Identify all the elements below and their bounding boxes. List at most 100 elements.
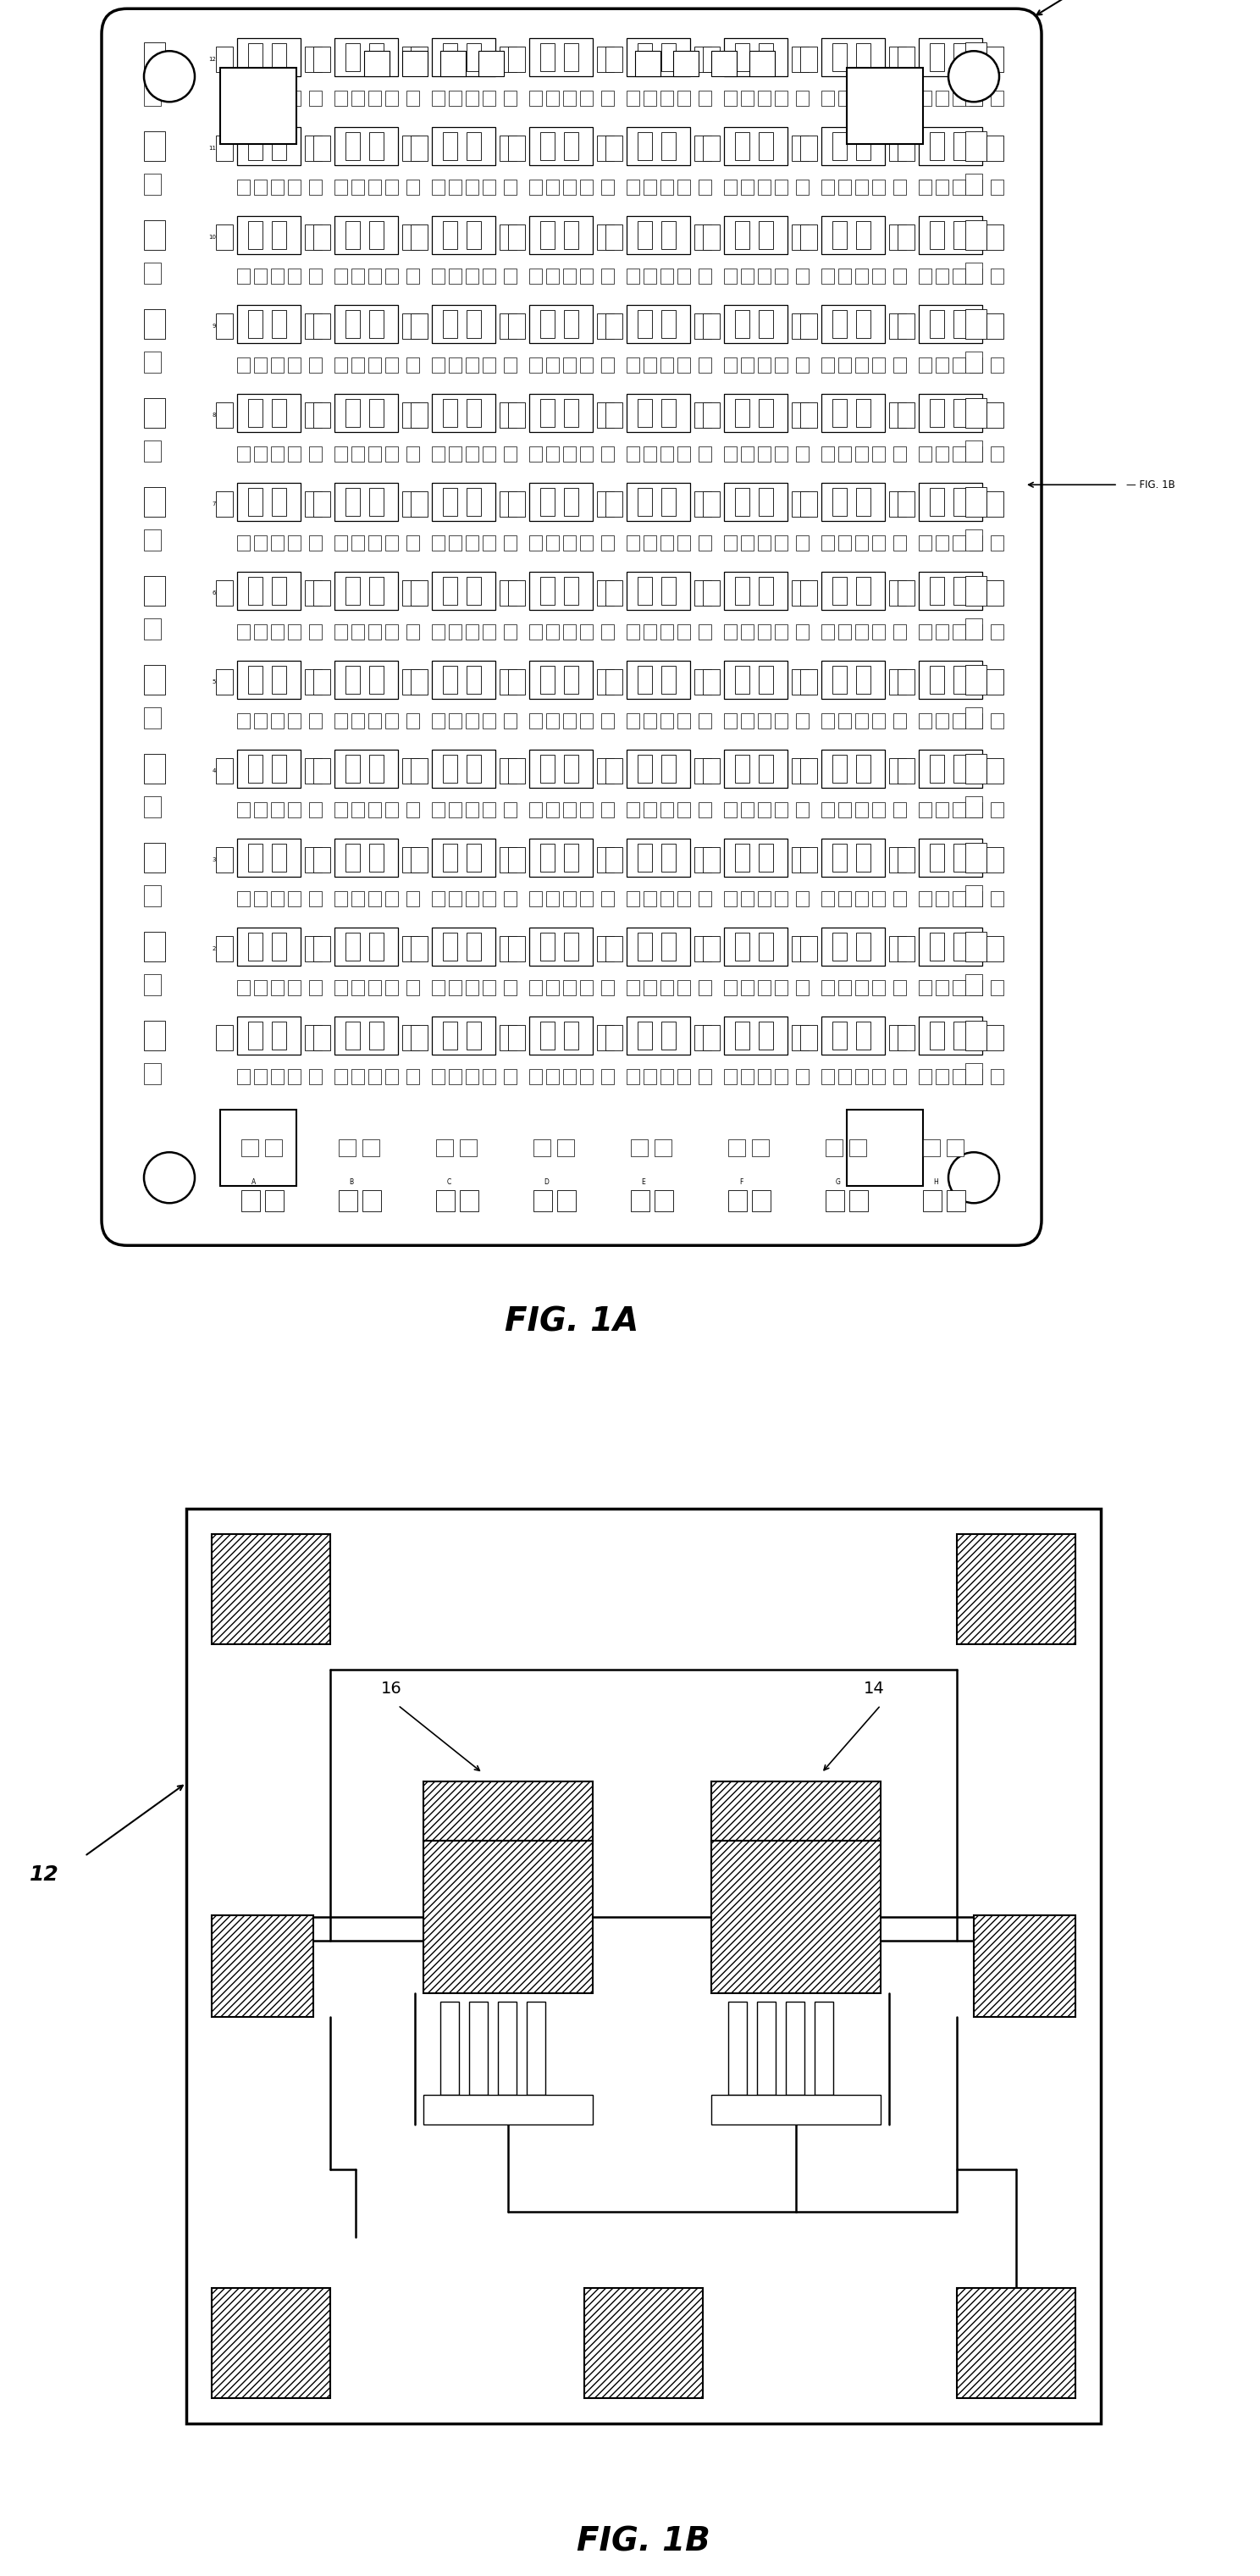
Bar — [872, 801, 885, 817]
Bar — [822, 90, 834, 106]
Bar — [606, 580, 622, 605]
Bar — [144, 886, 161, 907]
Bar — [352, 623, 364, 639]
Bar — [432, 180, 445, 196]
Bar — [638, 1023, 651, 1051]
Bar — [703, 402, 719, 428]
Bar — [436, 1139, 454, 1157]
Text: 14: 14 — [863, 1680, 885, 1698]
Bar — [698, 981, 712, 994]
Bar — [856, 801, 868, 817]
Bar — [838, 90, 851, 106]
Bar — [857, 845, 871, 871]
Bar — [498, 2002, 517, 2094]
Bar — [585, 2287, 703, 2398]
Bar — [626, 268, 639, 283]
Bar — [990, 358, 1003, 374]
Bar — [541, 399, 554, 428]
Bar — [936, 446, 949, 461]
Bar — [919, 90, 931, 106]
Bar — [580, 446, 592, 461]
Bar — [215, 314, 233, 340]
Bar — [546, 536, 559, 551]
Bar — [215, 137, 233, 162]
Bar — [890, 314, 906, 340]
Bar — [287, 446, 301, 461]
Bar — [990, 714, 1003, 729]
Bar — [965, 886, 983, 907]
Bar — [660, 891, 673, 907]
Bar — [965, 263, 983, 283]
Bar — [736, 487, 750, 515]
Bar — [759, 845, 772, 871]
Bar — [144, 618, 161, 639]
Bar — [386, 358, 398, 374]
Bar — [965, 842, 987, 873]
Bar — [897, 848, 915, 873]
Bar — [305, 314, 321, 340]
Bar — [775, 891, 788, 907]
Bar — [449, 536, 461, 551]
Bar — [483, 623, 495, 639]
Bar — [309, 446, 321, 461]
Bar — [411, 935, 427, 961]
Bar — [369, 755, 383, 783]
Bar — [508, 580, 525, 605]
Bar — [237, 623, 249, 639]
Bar — [796, 268, 809, 283]
Bar — [724, 446, 737, 461]
Bar — [237, 180, 249, 196]
Bar — [449, 801, 461, 817]
Bar — [546, 268, 559, 283]
Bar — [466, 90, 479, 106]
Bar — [449, 90, 461, 106]
Bar — [440, 52, 466, 77]
Bar — [800, 757, 818, 783]
Bar — [703, 935, 719, 961]
Bar — [822, 126, 885, 165]
Bar — [660, 801, 673, 817]
Bar — [546, 623, 559, 639]
Bar — [347, 667, 360, 693]
Bar — [791, 757, 809, 783]
Bar — [791, 580, 809, 605]
Bar — [678, 90, 690, 106]
Bar — [969, 180, 983, 196]
Bar — [215, 848, 233, 873]
Bar — [897, 46, 915, 72]
Bar — [411, 1025, 427, 1051]
Text: FIG. 1A: FIG. 1A — [504, 1306, 639, 1337]
Text: 6: 6 — [212, 590, 215, 595]
Bar — [606, 137, 622, 162]
Bar — [144, 1020, 165, 1051]
Bar — [694, 580, 712, 605]
Bar — [822, 446, 834, 461]
Bar — [309, 714, 321, 729]
Bar — [601, 446, 614, 461]
Bar — [305, 580, 321, 605]
Bar — [563, 358, 576, 374]
Bar — [334, 304, 398, 343]
Bar — [800, 1025, 818, 1051]
Bar — [775, 358, 788, 374]
Bar — [724, 927, 788, 966]
Bar — [965, 1020, 987, 1051]
Bar — [255, 446, 267, 461]
Bar — [857, 487, 871, 515]
Bar — [314, 492, 330, 518]
Bar — [741, 358, 753, 374]
Bar — [712, 1783, 881, 1842]
Bar — [144, 665, 165, 696]
Bar — [872, 981, 885, 994]
Bar — [638, 487, 651, 515]
Bar — [601, 801, 614, 817]
Bar — [601, 268, 614, 283]
Bar — [144, 131, 165, 162]
Text: 10: 10 — [208, 234, 215, 240]
Bar — [483, 801, 495, 817]
Bar — [248, 845, 262, 871]
Bar — [897, 935, 915, 961]
Bar — [838, 714, 851, 729]
Bar — [724, 39, 788, 77]
Bar — [936, 90, 949, 106]
